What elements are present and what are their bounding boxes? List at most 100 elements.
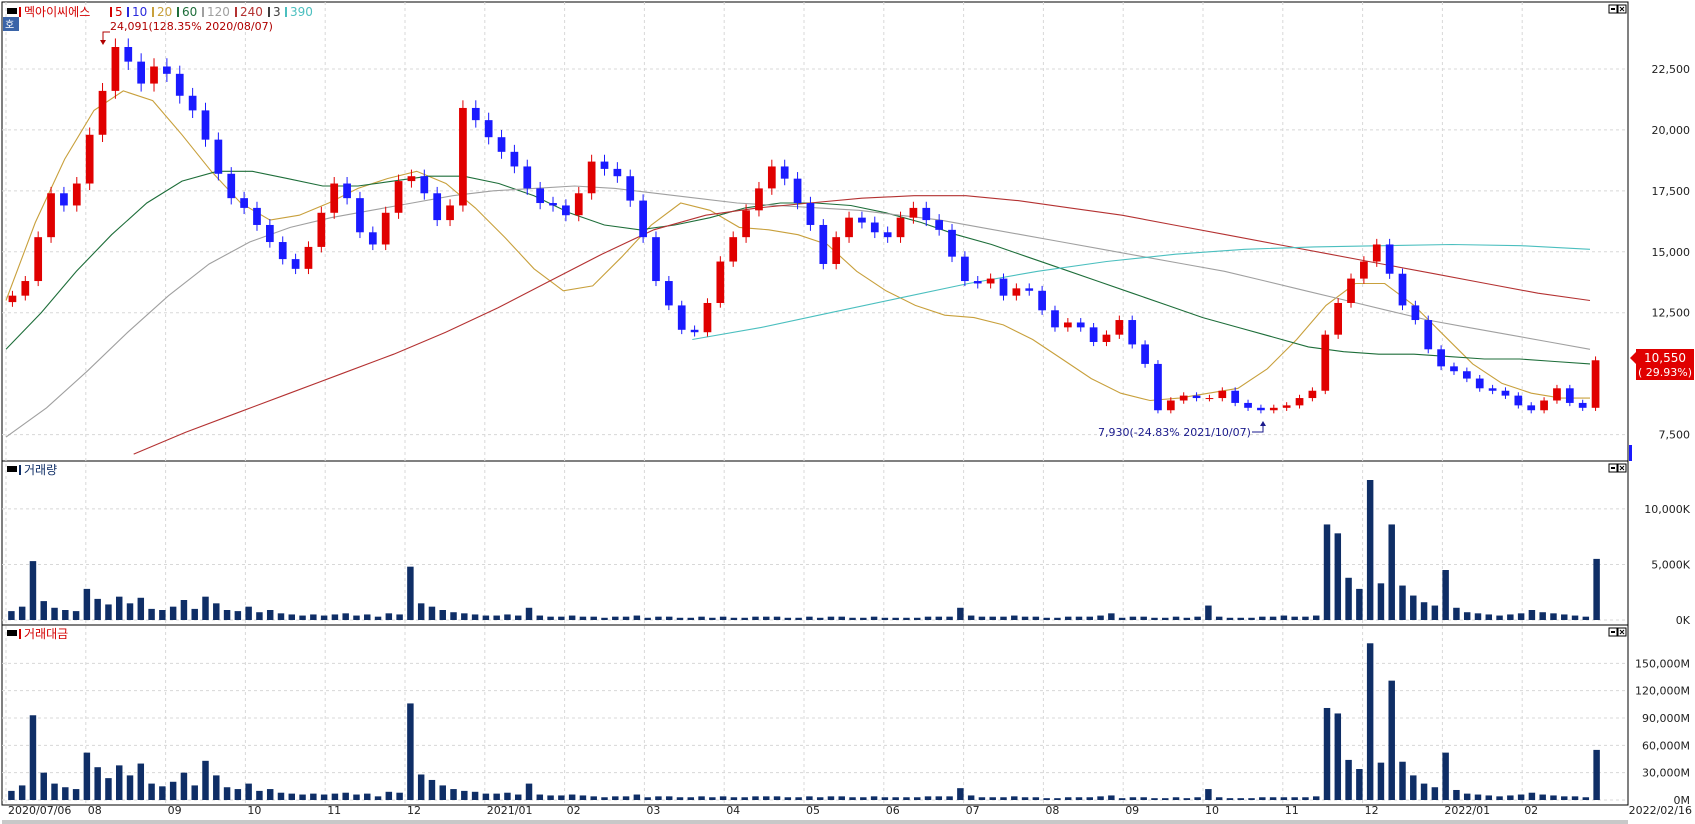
volume-bar: [1259, 616, 1266, 620]
volume-bar: [310, 614, 317, 620]
volume-bar: [191, 608, 198, 620]
value-tick-label: 0M: [1674, 794, 1691, 807]
value-bar: [1000, 797, 1007, 800]
ma-legend-label: 10: [132, 5, 147, 19]
volume-bar: [1086, 616, 1094, 620]
candle-body: [343, 183, 351, 199]
value-bar: [126, 775, 134, 800]
volume-bar: [1312, 615, 1320, 620]
volume-bar: [1507, 614, 1514, 620]
ma-line-240: [133, 195, 1591, 455]
value-bar: [633, 794, 641, 800]
x-tick-label: 12: [1365, 804, 1379, 817]
volume-bar: [223, 610, 231, 620]
candle-body: [175, 73, 184, 96]
value-bar: [342, 792, 349, 800]
value-bar: [396, 792, 403, 800]
ma-legend-label: 390: [290, 5, 313, 19]
candle-body: [1514, 395, 1523, 406]
legend-toggle-icon[interactable]: [7, 8, 17, 14]
value-bar: [1162, 798, 1169, 800]
corner-badge[interactable]: [3, 17, 19, 31]
value-bar: [525, 783, 533, 800]
x-tick-label: 04: [726, 804, 740, 817]
time-scrollbar[interactable]: [2, 820, 1628, 824]
volume-bar: [838, 616, 845, 620]
candle-body: [1051, 310, 1059, 328]
volume-bar: [1561, 614, 1568, 620]
volume-bar: [482, 615, 490, 620]
volume-bar: [213, 603, 220, 620]
price-tick-label: 12,500: [1652, 307, 1691, 320]
candle-body: [1128, 320, 1137, 345]
volume-bar: [1215, 616, 1223, 620]
value-bar: [579, 795, 587, 800]
high-annotation: 24,091(128.35% 2020/08/07): [100, 20, 273, 45]
volume-bar: [439, 610, 446, 620]
value-legend-toggle-icon[interactable]: [7, 630, 17, 636]
value-bar: [137, 763, 145, 800]
current-price-pointer: [1630, 352, 1636, 364]
value-bar: [493, 793, 500, 800]
value-panel-controls: [1608, 627, 1627, 637]
volume-bar: [353, 615, 360, 620]
volume-bar: [935, 616, 943, 620]
ma-legend-marker: [177, 7, 179, 17]
volume-bar: [1205, 605, 1212, 620]
candle-body: [536, 188, 545, 204]
x-tick-label: 09: [1125, 804, 1139, 817]
volume-bar: [342, 613, 349, 620]
value-bar: [40, 772, 47, 800]
volume-bar: [277, 613, 285, 620]
volume-bar: [870, 616, 878, 620]
candle-body: [304, 246, 313, 269]
value-bar: [1550, 795, 1557, 800]
volume-bar: [536, 615, 544, 620]
volume-bar: [1032, 616, 1040, 620]
candle-body: [98, 90, 107, 135]
value-bar: [967, 795, 975, 800]
volume-legend-toggle-icon[interactable]: [7, 466, 17, 472]
volume-bar: [655, 616, 662, 620]
volume-bar: [1151, 617, 1158, 620]
x-tick-label: 11: [1285, 804, 1299, 817]
candle-body: [716, 261, 725, 303]
ma-legend-label: 5: [115, 5, 123, 19]
volume-bar: [558, 616, 565, 620]
candle-body: [1385, 244, 1394, 274]
volume-bar: [450, 612, 457, 620]
volume-bar: [827, 616, 835, 620]
volume-bar: [407, 566, 414, 620]
volume-legend: 거래량: [7, 463, 57, 477]
candle-body: [523, 166, 532, 189]
value-bar: [256, 790, 263, 800]
value-bar: [1517, 794, 1525, 800]
volume-bar: [1000, 616, 1007, 620]
value-bar: [1571, 796, 1579, 800]
value-bar: [849, 797, 856, 800]
candle-body: [819, 224, 828, 264]
x-tick-label: 06: [886, 804, 900, 817]
value-bar: [407, 703, 414, 800]
candle-body: [291, 259, 300, 269]
value-tick-label: 60,000M: [1642, 739, 1690, 752]
value-bar: [784, 797, 792, 800]
ma-line-390: [692, 243, 1591, 341]
volume-bar: [622, 616, 630, 620]
volume-bar: [504, 614, 511, 620]
candle-body: [1295, 398, 1304, 406]
candle-body: [1089, 327, 1098, 342]
volume-legend-marker: [19, 465, 21, 475]
volume-bar: [1496, 615, 1503, 620]
candle-body: [845, 217, 853, 238]
candle-body: [1076, 322, 1085, 328]
volume-bar: [946, 616, 953, 620]
candle-body: [806, 203, 815, 225]
candle-body: [1102, 334, 1111, 342]
value-bar: [266, 789, 274, 800]
value-bar: [881, 797, 889, 800]
value-bar: [1011, 796, 1018, 800]
ma-legend-marker: [268, 7, 270, 17]
volume-bar: [881, 617, 889, 620]
